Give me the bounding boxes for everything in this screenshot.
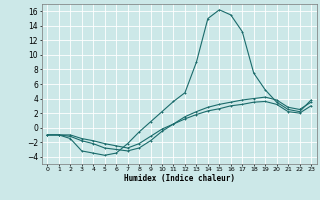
X-axis label: Humidex (Indice chaleur): Humidex (Indice chaleur) bbox=[124, 174, 235, 183]
